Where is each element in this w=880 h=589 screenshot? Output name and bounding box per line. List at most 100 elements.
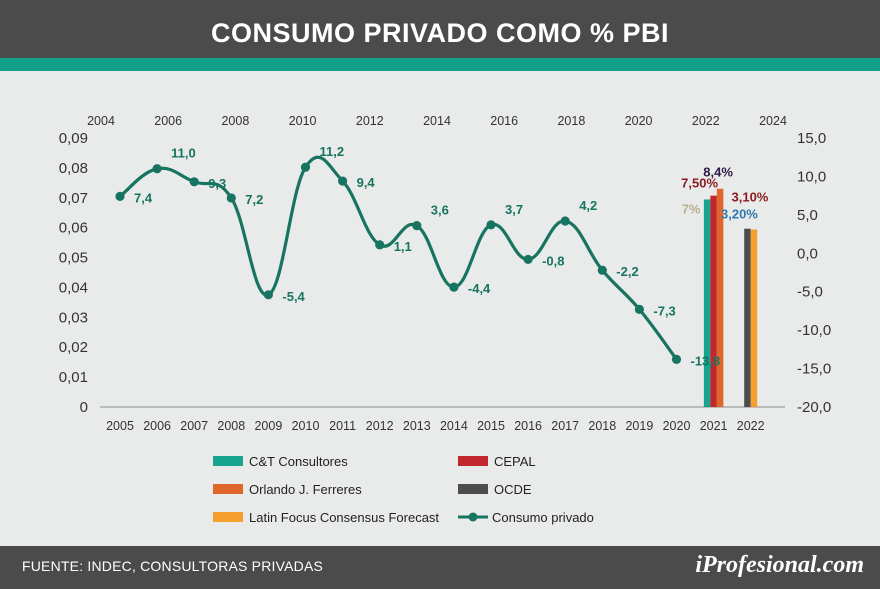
chart-title: CONSUMO PRIVADO COMO % PBI [210, 18, 670, 48]
bottom-axis-tick: 2010 [292, 419, 320, 433]
point-data-label: 4,2 [579, 198, 597, 213]
bar-data-label: 7,50% [681, 176, 718, 191]
point-data-label: -4,4 [468, 281, 491, 296]
chart: 2004 2006 2008 2010 2012 2014 2016 2018 2020 2022… [59, 114, 831, 525]
top-axis-tick: 2018 [557, 114, 585, 128]
bottom-axis-tick: 2005 [106, 419, 134, 433]
legend-swatch [458, 456, 488, 466]
point-data-label: -2,2 [616, 264, 638, 279]
point-data-label: 7,2 [245, 192, 263, 207]
bar-latin-focus-consensus-forecast [750, 229, 758, 407]
legend-label: CEPAL [494, 454, 536, 469]
legend-swatch-marker [468, 512, 478, 522]
bar-data-label: 3,20% [721, 207, 758, 222]
left-axis-tick: 0,09 [59, 130, 88, 147]
left-axis-tick: 0,04 [59, 279, 88, 296]
left-axis-tick: 0 [80, 399, 88, 416]
bottom-axis-tick: 2022 [737, 419, 765, 433]
bottom-axis-tick: 2013 [403, 419, 431, 433]
point-data-label: 3,7 [505, 202, 523, 217]
point-data-label: 3,6 [431, 203, 449, 218]
brand-logo: iProfesional.com [695, 552, 864, 578]
point-data-label: -7,3 [653, 303, 675, 318]
data-point [449, 282, 459, 292]
top-axis-tick: 2016 [490, 114, 518, 128]
right-axis-tick: -15,0 [797, 361, 831, 378]
data-point [597, 265, 607, 275]
left-axis-tick: 0,07 [59, 190, 88, 207]
bottom-axis-tick: 2007 [180, 419, 208, 433]
data-point [189, 177, 199, 187]
right-axis-tick: 5,0 [797, 207, 818, 224]
source-text: FUENTE: INDEC, CONSULTORAS PRIVADAS [22, 558, 324, 574]
legend-swatch [213, 456, 243, 466]
legend-label: OCDE [494, 482, 532, 497]
data-point [671, 354, 682, 364]
right-axis-tick: 0,0 [797, 245, 818, 262]
bottom-axis-tick: 2009 [254, 419, 282, 433]
bottom-axis-tick: 2016 [514, 419, 542, 433]
series-line-consumo-privado [118, 155, 678, 361]
bottom-axis-tick: 2012 [366, 419, 394, 433]
legend-label: C&T Consultores [249, 454, 348, 469]
data-point [338, 176, 348, 186]
legend-label: Consumo privado [492, 510, 594, 525]
data-point [375, 240, 385, 250]
legend-swatch [458, 484, 488, 494]
right-axis-tick: 15,0 [797, 130, 826, 147]
point-data-label: 1,1 [394, 239, 412, 254]
chart-area: 2004 2006 2008 2010 2012 2014 2016 2018 2020 2022… [0, 71, 880, 541]
legend-label: Latin Focus Consensus Forecast [249, 510, 439, 525]
point-data-label: -13,8 [691, 353, 721, 368]
bottom-axis-tick: 2017 [551, 419, 579, 433]
legend-label: Orlando J. Ferreres [249, 482, 362, 497]
data-point [523, 254, 533, 265]
bottom-axis-tick: 2018 [588, 419, 616, 433]
legend-swatch [213, 484, 243, 494]
top-axis-tick: 2020 [625, 114, 653, 128]
bottom-axis-tick: 2015 [477, 419, 505, 433]
bar-data-label: 3,10% [732, 189, 769, 204]
data-point [560, 216, 570, 226]
header-bar: CONSUMO PRIVADO COMO % PBI [0, 0, 880, 58]
data-point [486, 220, 496, 230]
top-axis-tick: 2004 [87, 114, 115, 128]
left-axis-tick: 0,01 [59, 369, 88, 386]
left-axis-tick: 0,06 [59, 220, 88, 237]
data-point [634, 304, 645, 314]
data-point [115, 191, 125, 202]
point-data-label: 11,0 [171, 146, 196, 161]
bar-data-label: 7% [682, 201, 701, 216]
bottom-axis-tick: 2011 [329, 419, 356, 433]
point-data-label: 9,3 [208, 176, 226, 191]
bottom-axis-tick: 2021 [700, 419, 728, 433]
point-data-label: 9,4 [357, 175, 376, 190]
point-data-label: 11,2 [320, 144, 345, 159]
legend-swatch [213, 512, 243, 522]
bottom-axis-tick: 2014 [440, 419, 468, 433]
bar-ocde [744, 228, 751, 407]
top-axis-tick: 2024 [759, 114, 787, 128]
left-axis-tick: 0,03 [59, 309, 88, 326]
right-axis-tick: -10,0 [797, 322, 831, 339]
left-axis-tick: 0,05 [59, 250, 88, 267]
accent-bar [0, 58, 880, 71]
left-axis-tick: 0,02 [59, 339, 88, 356]
point-data-label: -0,8 [542, 253, 564, 268]
bottom-axis-tick: 2019 [625, 419, 653, 433]
point-data-label: -5,4 [282, 289, 305, 304]
data-point [412, 221, 422, 231]
bottom-axis-tick: 2006 [143, 419, 171, 433]
top-axis-tick: 2012 [356, 114, 384, 128]
bar-data-label: 8,4% [703, 165, 733, 180]
footer-bar: FUENTE: INDEC, CONSULTORAS PRIVADAS iPro… [0, 546, 880, 589]
bottom-axis-tick: 2008 [217, 419, 245, 433]
data-point [300, 162, 311, 172]
bottom-axis-tick: 2020 [663, 419, 691, 433]
right-axis-tick: -5,0 [797, 284, 823, 301]
data-point [152, 164, 162, 174]
left-axis-tick: 0,08 [59, 160, 88, 177]
bar-c-t-consultores [703, 199, 711, 407]
top-axis-tick: 2014 [423, 114, 451, 128]
bar-cepal [710, 195, 717, 407]
